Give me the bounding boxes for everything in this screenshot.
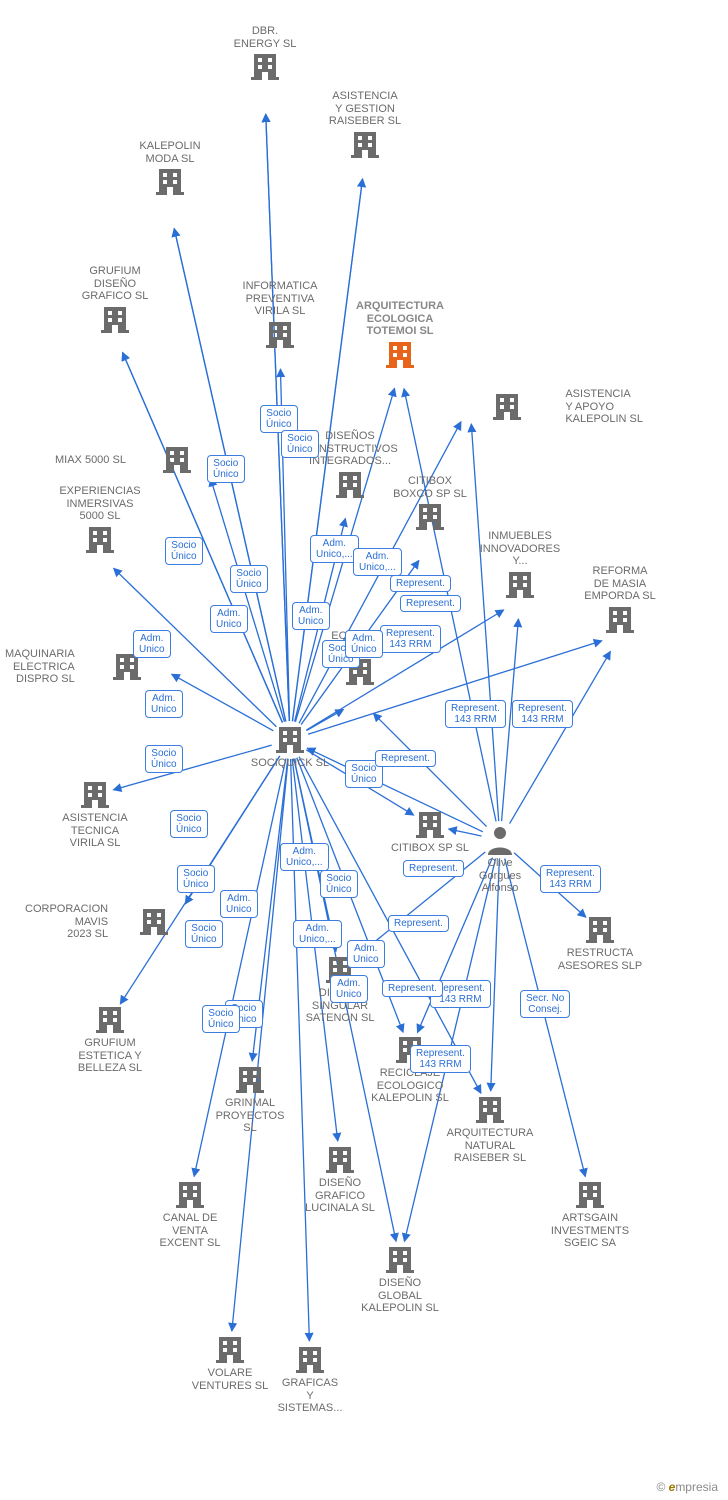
node-label: Olive Gorgues Alfonso [440,857,560,895]
edge-label: Represent. [375,750,436,767]
node-label: GRINMAL PROYECTOS SL [190,1097,310,1135]
node-label: CITIBOX BOXCO SP SL [370,475,490,500]
node-dise_graf: DISEÑO GRAFICO LUCINALA SL [280,1143,400,1215]
node-label: ASISTENCIA Y GESTION RAISEBER SL [305,90,425,128]
node-label: ARQUITECTURA ECOLOGICA TOTEMOI SL [340,300,460,338]
node-label: SOCIQUICK SL [230,757,350,770]
edge-label: Socio Único [320,870,358,898]
edge-label: Socio Único [230,565,268,593]
node-dise_sing: DISEÑO SINGULAR SATENON SL [280,953,400,1025]
copyright: © empresia [656,1480,718,1494]
edge-label: Socio Único [145,745,183,773]
node-label: INFORMATICA PREVENTIVA VIRILA SL [220,280,340,318]
node-label: EXPERIENCIAS INMERSIVAS 5000 SL [40,485,160,523]
node-label: ECOLOGIA SHIZUKANA [300,630,420,655]
node-olive: Olive Gorgues Alfonso [440,823,560,895]
node-grinmal: GRINMAL PROYECTOS SL [190,1063,310,1135]
edge-label: Represent. [388,915,449,932]
node-sociquick: SOCIQUICK SL [230,723,350,770]
edge-label: Adm. Unico [220,890,258,918]
node-label: ARQUITECTURA NATURAL RAISEBER SL [430,1127,550,1165]
edge-label: Adm. Unico,... [293,920,342,948]
node-inf_prev: INFORMATICA PREVENTIVA VIRILA SL [220,280,340,352]
edge-label: Represent. [400,595,461,612]
node-canal_vta: CANAL DE VENTA EXCENT SL [130,1178,250,1250]
node-arq_nat: ARQUITECTURA NATURAL RAISEBER SL [430,1093,550,1165]
edge-label: Represent. 143 RRM [430,980,491,1008]
edge-label: Represent. 143 RRM [512,700,573,728]
edge-label: Adm. Unico,... [310,535,359,563]
edge-label: Socio Único [225,1000,263,1028]
edge-label: Socio Único [165,537,203,565]
node-label: CANAL DE VENTA EXCENT SL [130,1212,250,1250]
node-label: DISEÑO GLOBAL KALEPOLIN SL [340,1277,460,1315]
node-label: DBR. ENERGY SL [205,25,325,50]
edge-label: Socio Único [170,810,208,838]
node-asis_tec: ASISTENCIA TECNICA VIRILA SL [35,778,155,850]
node-label: ARTSGAIN INVESTMENTS SGEIC SA [530,1212,650,1250]
node-grufium_eb: GRUFIUM ESTETICA Y BELLEZA SL [50,1003,170,1075]
edge-label: Secr. No Consej. [520,990,570,1018]
node-dbr: DBR. ENERGY SL [205,25,325,84]
node-asis_apoyo: ASISTENCIA Y APOYO KALEPOLIN SL [453,388,643,426]
node-label: GRAFICAS Y SISTEMAS... [250,1377,370,1415]
node-dise_glob: DISEÑO GLOBAL KALEPOLIN SL [340,1243,460,1315]
node-label: DISEÑO GRAFICO LUCINALA SL [280,1177,400,1215]
node-label: GRUFIUM DISEÑO GRAFICO SL [55,265,175,303]
edge-label: Adm. Unico [292,602,330,630]
edge-label: Represent. 143 RRM [445,700,506,728]
node-arq_eco: ARQUITECTURA ECOLOGICA TOTEMOI SL [340,300,460,372]
edge-label: Socio Único [177,865,215,893]
node-artsgain: ARTSGAIN INVESTMENTS SGEIC SA [530,1178,650,1250]
edge-label: Socio Único [345,760,383,788]
node-label: INMUEBLES INNOVADORES Y... [460,530,580,568]
node-restructa: RESTRUCTA ASESORES SLP [540,913,660,972]
node-graficas: GRAFICAS Y SISTEMAS... [250,1343,370,1415]
node-grufium_dg: GRUFIUM DISEÑO GRAFICO SL [55,265,175,337]
node-reforma: REFORMA DE MASIA EMPORDA SL [560,565,680,637]
node-asges: ASISTENCIA Y GESTION RAISEBER SL [305,90,425,162]
node-exp_inm: EXPERIENCIAS INMERSIVAS 5000 SL [40,485,160,557]
edge-label: Adm. Unico [145,690,183,718]
edge-label: Represent. [390,575,451,592]
edge-label: Adm. Unico [210,605,248,633]
edge-label: Socio Único [260,405,298,433]
node-kalepolin_moda: KALEPOLIN MODA SL [110,140,230,199]
node-label: KALEPOLIN MODA SL [110,140,230,165]
edge-label: Adm. Unico,... [353,548,402,576]
node-maq_elec: MAQUINARIA ELECTRICA DISPRO SL [5,648,175,686]
node-label: RESTRUCTA ASESORES SLP [540,947,660,972]
edge-label: Adm. Unico,... [280,843,329,871]
node-label: ASISTENCIA TECNICA VIRILA SL [35,812,155,850]
node-miax: MIAX 5000 SL [55,443,225,477]
node-ecol_shiz: ECOLOGIA SHIZUKANA [300,630,420,689]
node-corp_mavis: CORPORACION MAVIS 2023 SL [25,903,195,941]
network-diagram: DBR. ENERGY SL ASISTENCIA Y GESTION RAISE… [0,0,728,1500]
node-label: GRUFIUM ESTETICA Y BELLEZA SL [50,1037,170,1075]
edge-label: Socio Único [202,1005,240,1033]
node-citibox_boxco: CITIBOX BOXCO SP SL [370,475,490,534]
node-label: DISEÑOS CONSTRUCTIVOS INTEGRADOS... [290,430,410,468]
node-label: DISEÑO SINGULAR SATENON SL [280,987,400,1025]
node-label: REFORMA DE MASIA EMPORDA SL [560,565,680,603]
